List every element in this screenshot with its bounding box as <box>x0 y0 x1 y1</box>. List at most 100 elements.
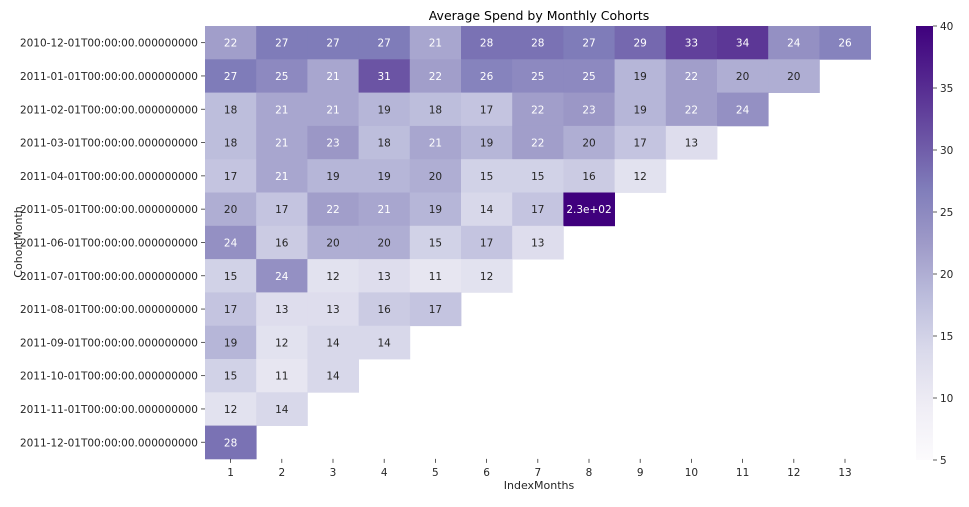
y-tick-label: 2011-03-01T00:00:00.000000000 <box>20 138 198 150</box>
y-tick-label: 2011-07-01T00:00:00.000000000 <box>20 271 198 283</box>
y-axis-ticks: 2010-12-01T00:00:00.000000000 2011-01-01T… <box>20 38 205 449</box>
cell-value-label: 20 <box>787 71 800 83</box>
cell-value-label: 15 <box>224 371 237 383</box>
heatmap-cell <box>563 59 615 93</box>
heatmap-cell <box>205 225 257 260</box>
heatmap-cell <box>461 259 513 293</box>
cell-value-label: 22 <box>224 38 237 50</box>
heatmap-cell <box>461 159 513 193</box>
cell-value-label: 11 <box>275 371 288 383</box>
heatmap-cell <box>717 92 769 127</box>
heatmap-cell <box>717 59 769 93</box>
heatmap-cell <box>256 292 308 327</box>
cell-value-label: 25 <box>275 71 288 83</box>
cell-value-label: 17 <box>224 171 237 183</box>
cell-value-label: 20 <box>224 204 237 216</box>
heatmap-cell <box>205 259 257 293</box>
heatmap-cell <box>256 192 308 227</box>
heatmap-cell <box>563 26 615 60</box>
cell-value-label: 20 <box>736 71 749 83</box>
cell-value-label: 24 <box>275 271 289 283</box>
heatmap-cell <box>256 59 308 93</box>
cell-value-label: 16 <box>275 237 289 249</box>
cell-value-label: 21 <box>378 204 391 216</box>
cell-value-label: 27 <box>275 38 288 50</box>
cell-value-label: 18 <box>378 138 391 150</box>
heatmap-cell <box>409 292 462 327</box>
heatmap-cell <box>614 26 667 60</box>
heatmap-cell <box>461 225 513 260</box>
heatmap-cell <box>512 92 564 127</box>
cell-value-label: 13 <box>378 271 391 283</box>
cell-value-label: 21 <box>275 171 288 183</box>
heatmap-cell <box>768 59 820 93</box>
colorbar-tick-label: 25 <box>940 207 953 219</box>
heatmap-cells <box>205 26 871 460</box>
heatmap-cell <box>205 359 257 393</box>
heatmap-cell <box>307 292 359 327</box>
x-tick-label: 10 <box>685 467 698 479</box>
heatmap-cell <box>563 192 615 227</box>
heatmap-cell <box>256 259 308 293</box>
cell-value-label: 12 <box>480 271 493 283</box>
cell-value-label: 19 <box>634 104 647 116</box>
cell-value-label: 18 <box>224 104 237 116</box>
cell-value-label: 21 <box>275 104 288 116</box>
heatmap-cell <box>205 125 257 160</box>
cell-value-label: 22 <box>531 138 544 150</box>
cell-value-label: 22 <box>685 104 698 116</box>
cell-value-label: 26 <box>480 71 494 83</box>
heatmap-cell <box>409 92 462 127</box>
heatmap-cell <box>256 392 308 426</box>
cell-value-label: 20 <box>378 237 391 249</box>
cell-value-label: 12 <box>634 171 647 183</box>
y-tick-label: 2011-02-01T00:00:00.000000000 <box>20 104 198 116</box>
colorbar-tick-label: 20 <box>940 269 953 281</box>
heatmap-cell <box>819 26 871 60</box>
heatmap-cell <box>205 392 257 426</box>
heatmap-cell <box>256 159 308 193</box>
cell-value-label: 27 <box>326 38 339 50</box>
cell-value-label: 22 <box>685 71 698 83</box>
cell-value-label: 17 <box>634 138 647 150</box>
cell-value-label: 29 <box>634 38 647 50</box>
heatmap-cell <box>307 92 359 127</box>
cell-value-label: 15 <box>480 171 493 183</box>
heatmap-cell <box>563 125 615 160</box>
cell-value-label: 17 <box>224 304 237 316</box>
heatmap-cell <box>461 26 513 60</box>
heatmap-cell <box>409 225 462 260</box>
x-tick-label: 6 <box>483 467 490 479</box>
cell-value-label: 14 <box>480 204 494 216</box>
x-tick-label: 8 <box>586 467 593 479</box>
heatmap-cell <box>665 26 718 60</box>
cell-value-label: 28 <box>480 38 493 50</box>
heatmap-cell <box>614 59 667 93</box>
x-tick-label: 13 <box>838 467 851 479</box>
cell-value-label: 11 <box>429 271 442 283</box>
colorbar-tick-label: 10 <box>940 393 953 405</box>
cell-value-label: 14 <box>326 371 340 383</box>
cell-value-label: 19 <box>378 171 391 183</box>
heatmap-cell <box>665 59 718 93</box>
y-tick-label: 2011-10-01T00:00:00.000000000 <box>20 371 198 383</box>
heatmap-cell <box>409 59 462 93</box>
colorbar-gradient <box>916 26 933 460</box>
heatmap-cell <box>461 125 513 160</box>
cell-value-label: 13 <box>326 304 339 316</box>
cell-value-label: 19 <box>378 104 391 116</box>
heatmap-cell <box>409 26 462 60</box>
heatmap-cell <box>358 92 411 127</box>
x-tick-label: 1 <box>227 467 234 479</box>
heatmap-cell <box>307 259 359 293</box>
y-axis-label: CohortMonth <box>12 206 25 277</box>
cell-value-label: 16 <box>582 171 596 183</box>
cell-value-label: 27 <box>582 38 595 50</box>
cell-value-label: 14 <box>378 337 392 349</box>
x-tick-label: 11 <box>736 467 749 479</box>
chart-title: Average Spend by Monthly Cohorts <box>429 8 650 23</box>
cell-value-label: 19 <box>224 337 237 349</box>
heatmap-cell <box>717 26 769 60</box>
cell-value-label: 14 <box>275 404 289 416</box>
